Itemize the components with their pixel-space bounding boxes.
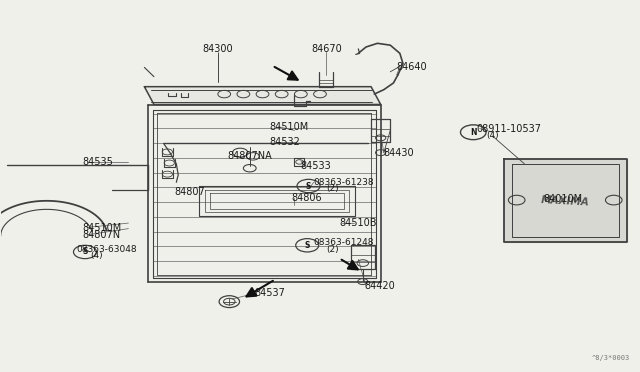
Text: 84010M: 84010M (543, 194, 582, 204)
Text: 08363-61238: 08363-61238 (314, 178, 374, 187)
Text: 08363-63048: 08363-63048 (76, 244, 137, 253)
Text: (2): (2) (326, 244, 339, 253)
Text: 84510M: 84510M (83, 222, 122, 232)
Text: 84807: 84807 (174, 187, 205, 196)
Text: 84420: 84420 (365, 281, 396, 291)
Text: S: S (305, 241, 310, 250)
Text: 84300: 84300 (202, 44, 233, 54)
Polygon shape (504, 159, 627, 241)
Text: 84510B: 84510B (339, 218, 377, 228)
Text: 08363-61248: 08363-61248 (314, 238, 374, 247)
Text: 84670: 84670 (311, 44, 342, 54)
Text: (4): (4) (90, 251, 103, 260)
Text: ^8/3*0003: ^8/3*0003 (591, 355, 630, 361)
Text: N: N (470, 128, 477, 137)
Text: 84537: 84537 (255, 288, 285, 298)
Text: S: S (83, 247, 88, 256)
Text: (2): (2) (326, 185, 339, 193)
Text: 84640: 84640 (397, 62, 428, 73)
Polygon shape (145, 87, 381, 105)
Text: 84430: 84430 (384, 148, 415, 158)
Text: 84510M: 84510M (269, 122, 308, 132)
Text: 08911-10537: 08911-10537 (476, 124, 541, 134)
Text: (4): (4) (486, 131, 499, 141)
Text: 84806: 84806 (291, 193, 322, 203)
Text: 84807NA: 84807NA (227, 151, 272, 161)
Text: S: S (306, 182, 311, 190)
Text: MAXIMA: MAXIMA (541, 195, 590, 207)
Text: 84533: 84533 (301, 161, 332, 171)
Text: 84532: 84532 (269, 137, 300, 147)
Text: 84535: 84535 (83, 157, 113, 167)
Text: 84807N: 84807N (83, 230, 120, 240)
